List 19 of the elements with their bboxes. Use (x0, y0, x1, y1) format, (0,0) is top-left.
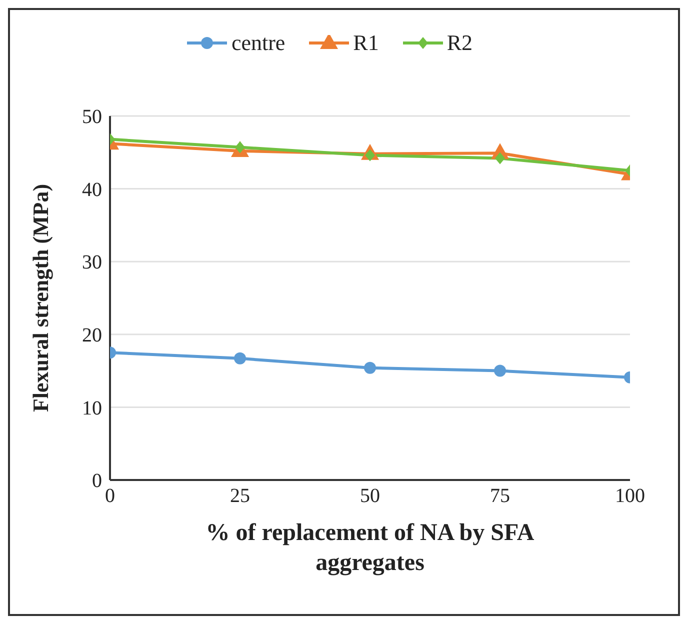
x-tick-label: 50 (360, 485, 380, 508)
y-tick-label: 40 (82, 178, 102, 201)
y-tick-label: 20 (82, 324, 102, 346)
y-tick-label: 30 (82, 252, 102, 274)
x-tick-label: 25 (230, 485, 250, 508)
x-tick-label: 75 (490, 485, 510, 508)
point (495, 152, 505, 164)
legend-label: R2 (446, 30, 473, 56)
point (364, 362, 376, 374)
legend-label: R1 (352, 30, 379, 56)
y-tick-label: 50 (82, 106, 102, 128)
point (494, 364, 506, 377)
point (234, 352, 246, 364)
x-tick-label: 100 (615, 485, 645, 508)
y-tick-label: 10 (82, 397, 102, 420)
x-axis-title: % of replacement of NA by SFA aggregates (206, 520, 535, 576)
legend-label: centre (230, 30, 286, 56)
y-tick-label: 0 (92, 470, 102, 492)
y-axis-title: Flexural strength (MPa) (28, 184, 53, 412)
